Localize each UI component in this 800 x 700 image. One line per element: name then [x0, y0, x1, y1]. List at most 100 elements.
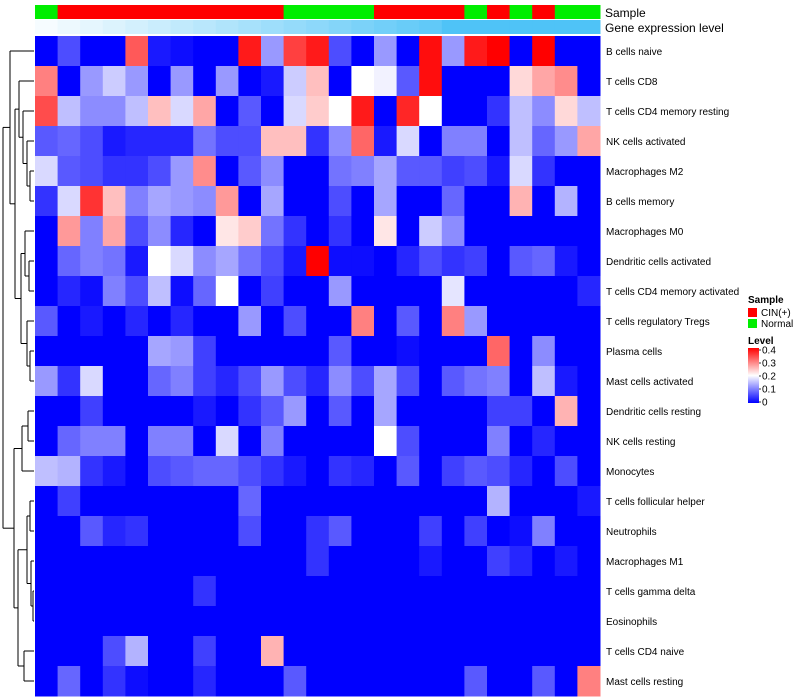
heatmap-cell: [261, 36, 285, 67]
heatmap-cell: [487, 636, 511, 667]
heatmap-cell: [374, 66, 398, 97]
expression-annotation-cell: [374, 20, 398, 34]
heatmap-cell: [35, 276, 59, 307]
heatmap-cell: [464, 36, 488, 67]
heatmap-cell: [102, 336, 126, 367]
heatmap-cell: [170, 576, 194, 607]
heatmap-cell: [577, 546, 601, 577]
heatmap-cell: [554, 66, 578, 97]
heatmap-cell: [57, 66, 81, 97]
heatmap-cell: [419, 306, 443, 337]
heatmap-cell: [554, 426, 578, 457]
heatmap-cell: [374, 246, 398, 277]
sample-annotation-cell: [193, 5, 217, 19]
heatmap-cell: [80, 636, 104, 667]
row-label: NK cells resting: [606, 437, 675, 448]
heatmap-cell: [80, 66, 104, 97]
heatmap-cell: [509, 276, 533, 307]
heatmap-cell: [577, 366, 601, 397]
heatmap-cell: [487, 576, 511, 607]
heatmap-cell: [283, 126, 307, 157]
heatmap-cell: [419, 366, 443, 397]
heatmap-cell: [238, 216, 262, 247]
heatmap-cell: [261, 666, 285, 697]
heatmap-cell: [125, 576, 149, 607]
row-label: Dendritic cells resting: [606, 407, 701, 418]
heatmap-cell: [396, 426, 420, 457]
heatmap-cell: [441, 36, 465, 67]
expression-annotation-cell: [238, 20, 262, 34]
row-label: Plasma cells: [606, 347, 662, 358]
heatmap-cell: [464, 306, 488, 337]
heatmap-cell: [509, 156, 533, 187]
heatmap-cell: [35, 246, 59, 277]
heatmap-cell: [102, 456, 126, 487]
heatmap-cell: [148, 66, 172, 97]
heatmap-cell: [532, 666, 556, 697]
heatmap-cell: [441, 606, 465, 637]
heatmap-cell: [509, 336, 533, 367]
heatmap-cell: [193, 96, 217, 127]
heatmap-cell: [464, 456, 488, 487]
expression-annotation-cell: [125, 20, 149, 34]
heatmap-cell: [351, 306, 375, 337]
sample-annotation-cell: [487, 5, 511, 19]
heatmap-cell: [125, 126, 149, 157]
heatmap-cell: [419, 66, 443, 97]
heatmap-cell: [170, 96, 194, 127]
heatmap-cell: [374, 36, 398, 67]
heatmap-cell: [283, 96, 307, 127]
heatmap-cell: [306, 156, 330, 187]
heatmap-cell: [554, 396, 578, 427]
heatmap-cell: [577, 66, 601, 97]
heatmap-cell: [464, 666, 488, 697]
heatmap-cell: [441, 306, 465, 337]
expression-annotation-cell: [509, 20, 533, 34]
row-label: Macrophages M1: [606, 557, 684, 568]
legend-level-title: Level: [748, 336, 774, 347]
heatmap-cell: [283, 156, 307, 187]
heatmap-cell: [577, 666, 601, 697]
heatmap-cell: [283, 186, 307, 217]
heatmap-cell: [554, 276, 578, 307]
heatmap-cell: [487, 276, 511, 307]
heatmap-cell: [396, 486, 420, 517]
heatmap-cell: [261, 546, 285, 577]
heatmap-cell: [328, 516, 352, 547]
heatmap-cell: [57, 96, 81, 127]
row-label: Dendritic cells activated: [606, 257, 711, 268]
heatmap-cell: [306, 126, 330, 157]
heatmap-cell: [577, 96, 601, 127]
heatmap-cell: [464, 336, 488, 367]
heatmap-cell: [102, 516, 126, 547]
heatmap-cell: [532, 366, 556, 397]
heatmap-cell: [419, 516, 443, 547]
heatmap-cell: [328, 576, 352, 607]
heatmap-cell: [102, 216, 126, 247]
heatmap-cell: [35, 126, 59, 157]
expression-annotation-cell: [215, 20, 239, 34]
heatmap-cell: [193, 666, 217, 697]
heatmap-cell: [261, 486, 285, 517]
heatmap-cell: [577, 246, 601, 277]
heatmap-cell: [487, 216, 511, 247]
heatmap-cell: [148, 666, 172, 697]
heatmap-cell: [374, 576, 398, 607]
expression-annotation-cell: [532, 20, 556, 34]
heatmap-cell: [148, 426, 172, 457]
heatmap-cell: [170, 276, 194, 307]
heatmap-cell: [532, 606, 556, 637]
sample-annotation-cell: [532, 5, 556, 19]
heatmap-cell: [396, 636, 420, 667]
heatmap-cell: [554, 126, 578, 157]
heatmap-cell: [306, 246, 330, 277]
sample-annotation-cell: [396, 5, 420, 19]
heatmap-cell: [487, 426, 511, 457]
heatmap-cell: [193, 306, 217, 337]
heatmap-cell: [419, 396, 443, 427]
heatmap-cell: [57, 306, 81, 337]
heatmap-cell: [351, 156, 375, 187]
heatmap-cell: [306, 546, 330, 577]
heatmap-cell: [283, 336, 307, 367]
heatmap-cell: [283, 306, 307, 337]
